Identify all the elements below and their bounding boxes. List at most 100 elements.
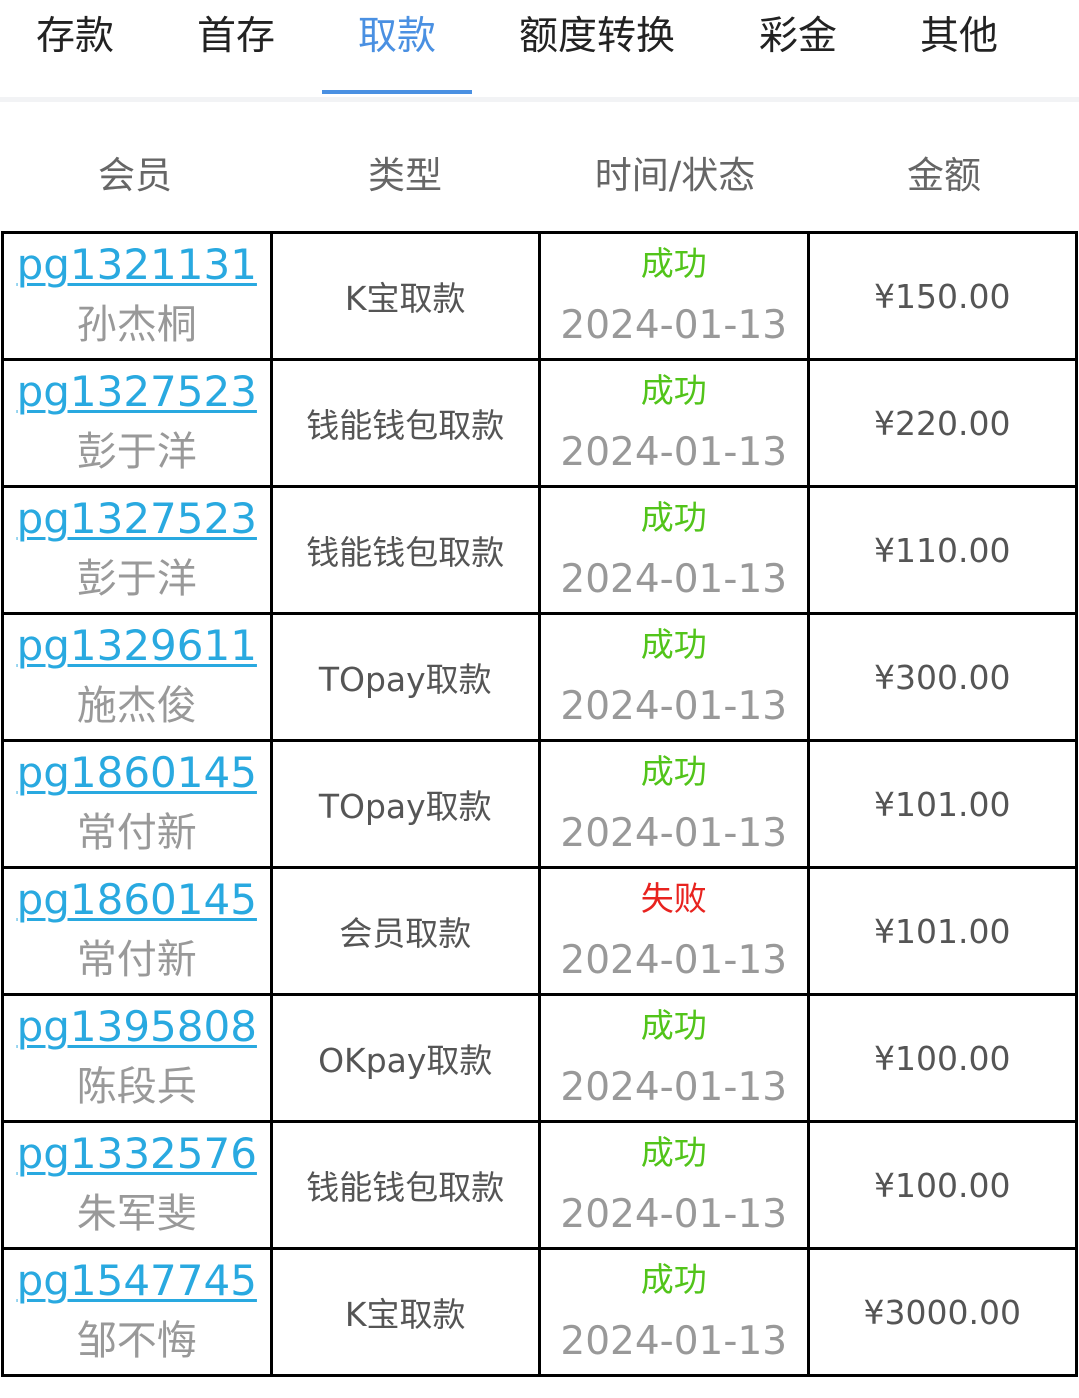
amount-cell: ¥101.00 (806, 866, 1078, 996)
time-status-cell: 成功 2024-01-13 (538, 612, 810, 742)
table-row: pg1332576 朱军斐 钱能钱包取款 成功 2024-01-13 ¥100.… (1, 1120, 1078, 1250)
status-badge: 成功 (640, 1133, 707, 1172)
amount-cell: ¥100.00 (806, 993, 1078, 1123)
member-name: 邹不悔 (76, 1318, 197, 1364)
tab-bonus[interactable]: 彩金 (758, 14, 838, 59)
type-cell: K宝取款 (269, 1247, 541, 1377)
type-cell: TOpay取款 (269, 612, 541, 742)
amount-cell: ¥101.00 (806, 739, 1078, 869)
table-row: pg1327523 彭于洋 钱能钱包取款 成功 2024-01-13 ¥220.… (1, 358, 1078, 488)
member-name: 朱军斐 (76, 1191, 197, 1237)
time-status-cell: 成功 2024-01-13 (538, 993, 810, 1123)
member-name: 彭于洋 (76, 429, 197, 475)
amount: ¥220.00 (874, 403, 1011, 443)
amount-cell: ¥100.00 (806, 1120, 1078, 1250)
member-name: 彭于洋 (76, 556, 197, 602)
table-row: pg1395808 陈段兵 OKpay取款 成功 2024-01-13 ¥100… (1, 993, 1078, 1123)
type-cell: 会员取款 (269, 866, 541, 996)
time-status-cell: 成功 2024-01-13 (538, 739, 810, 869)
tab-credit-transfer[interactable]: 额度转换 (518, 14, 676, 59)
type-cell: 钱能钱包取款 (269, 1120, 541, 1250)
member-name: 孙杰桐 (76, 302, 197, 348)
amount-cell: ¥150.00 (806, 231, 1078, 361)
member-name: 陈段兵 (76, 1064, 197, 1110)
withdraw-type: 钱能钱包取款 (306, 533, 505, 572)
status-badge: 失败 (640, 879, 707, 918)
type-cell: K宝取款 (269, 231, 541, 361)
withdraw-type: 会员取款 (339, 914, 472, 953)
member-cell: pg1321131 孙杰桐 (1, 231, 273, 361)
active-tab-indicator (322, 90, 472, 94)
member-cell: pg1329611 施杰俊 (1, 612, 273, 742)
withdraw-type: K宝取款 (344, 279, 466, 318)
amount: ¥101.00 (874, 911, 1011, 951)
type-cell: OKpay取款 (269, 993, 541, 1123)
member-id-link[interactable]: pg1860145 (16, 875, 257, 924)
member-id-link[interactable]: pg1332576 (16, 1129, 257, 1178)
table-row: pg1860145 常付新 会员取款 失败 2024-01-13 ¥101.00 (1, 866, 1078, 996)
withdraw-table: pg1321131 孙杰桐 K宝取款 成功 2024-01-13 ¥150.00… (1, 231, 1078, 1377)
amount: ¥110.00 (874, 530, 1011, 570)
divider (0, 97, 1079, 102)
withdraw-type: OKpay取款 (318, 1041, 493, 1080)
withdraw-type: 钱能钱包取款 (306, 1168, 505, 1207)
member-id-link[interactable]: pg1329611 (16, 621, 257, 670)
status-badge: 成功 (640, 625, 707, 664)
member-id-link[interactable]: pg1321131 (16, 240, 257, 289)
member-cell: pg1332576 朱军斐 (1, 1120, 273, 1250)
status-badge: 成功 (640, 752, 707, 791)
member-cell: pg1327523 彭于洋 (1, 485, 273, 615)
member-cell: pg1327523 彭于洋 (1, 358, 273, 488)
member-cell: pg1547745 邹不悔 (1, 1247, 273, 1377)
time-status-cell: 失败 2024-01-13 (538, 866, 810, 996)
table-row: pg1327523 彭于洋 钱能钱包取款 成功 2024-01-13 ¥110.… (1, 485, 1078, 615)
time-status-cell: 成功 2024-01-13 (538, 231, 810, 361)
status-badge: 成功 (640, 498, 707, 537)
amount-cell: ¥3000.00 (806, 1247, 1078, 1377)
member-id-link[interactable]: pg1547745 (16, 1256, 257, 1305)
status-badge: 成功 (640, 371, 707, 410)
date: 2024-01-13 (560, 811, 788, 856)
withdraw-type: 钱能钱包取款 (306, 406, 505, 445)
table-row: pg1547745 邹不悔 K宝取款 成功 2024-01-13 ¥3000.0… (1, 1247, 1078, 1377)
amount: ¥300.00 (874, 657, 1011, 697)
status-badge: 成功 (640, 244, 707, 283)
amount: ¥100.00 (874, 1165, 1011, 1205)
withdraw-type: K宝取款 (344, 1295, 466, 1334)
member-cell: pg1395808 陈段兵 (1, 993, 273, 1123)
table-row: pg1321131 孙杰桐 K宝取款 成功 2024-01-13 ¥150.00 (1, 231, 1078, 361)
member-name: 施杰俊 (76, 683, 197, 729)
member-name: 常付新 (76, 810, 197, 856)
date: 2024-01-13 (560, 1192, 788, 1237)
time-status-cell: 成功 2024-01-13 (538, 485, 810, 615)
member-id-link[interactable]: pg1327523 (16, 494, 257, 543)
amount-cell: ¥300.00 (806, 612, 1078, 742)
tab-first-deposit[interactable]: 首存 (196, 14, 276, 59)
tab-deposit[interactable]: 存款 (35, 14, 115, 59)
date: 2024-01-13 (560, 938, 788, 983)
amount: ¥150.00 (874, 276, 1011, 316)
tab-bar: 存款 首存 取款 额度转换 彩金 其他 (0, 0, 1079, 96)
member-name: 常付新 (76, 937, 197, 983)
time-status-cell: 成功 2024-01-13 (538, 358, 810, 488)
type-cell: 钱能钱包取款 (269, 485, 541, 615)
member-id-link[interactable]: pg1860145 (16, 748, 257, 797)
header-time-status: 时间/状态 (594, 154, 756, 197)
status-badge: 成功 (640, 1006, 707, 1045)
date: 2024-01-13 (560, 684, 788, 729)
withdraw-type: TOpay取款 (318, 787, 492, 826)
member-id-link[interactable]: pg1327523 (16, 367, 257, 416)
type-cell: TOpay取款 (269, 739, 541, 869)
time-status-cell: 成功 2024-01-13 (538, 1120, 810, 1250)
date: 2024-01-13 (560, 303, 788, 348)
amount-cell: ¥220.00 (806, 358, 1078, 488)
member-cell: pg1860145 常付新 (1, 866, 273, 996)
type-cell: 钱能钱包取款 (269, 358, 541, 488)
tab-withdraw[interactable]: 取款 (357, 14, 437, 59)
tab-other[interactable]: 其他 (919, 14, 999, 59)
header-type: 类型 (368, 154, 442, 197)
date: 2024-01-13 (560, 1319, 788, 1364)
member-id-link[interactable]: pg1395808 (16, 1002, 257, 1051)
amount: ¥101.00 (874, 784, 1011, 824)
header-member: 会员 (98, 154, 172, 197)
